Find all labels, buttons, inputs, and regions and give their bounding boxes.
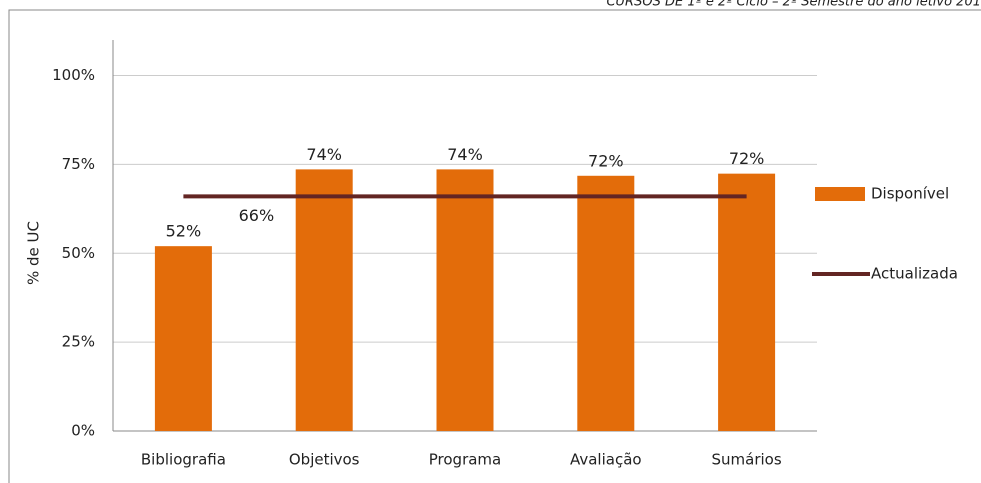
legend-label: Actualizada: [871, 265, 958, 283]
bar: [154, 246, 212, 431]
x-tick-label: Avaliação: [570, 451, 642, 469]
legend-swatch: [815, 187, 865, 201]
bar: [436, 169, 494, 432]
frame: [8, 9, 981, 483]
header-title: CURSOS DE 1º e 2º Ciclo – 2º Semestre do…: [606, 0, 981, 10]
bar: [577, 175, 635, 431]
data-label: 66%: [239, 206, 275, 225]
data-label: 74%: [447, 145, 483, 164]
legend-label: Disponível: [871, 185, 949, 203]
data-label: 72%: [588, 151, 624, 170]
y-tick-label: 0%: [71, 422, 95, 440]
x-tick-label: Sumários: [712, 451, 782, 469]
x-tick-label: Bibliografia: [141, 451, 226, 469]
y-axis-label: % de UC: [25, 221, 43, 285]
y-tick-label: 50%: [62, 244, 95, 262]
bar: [718, 173, 776, 431]
data-label: 72%: [729, 149, 765, 168]
data-label: 52%: [166, 222, 202, 241]
x-tick-label: Objetivos: [289, 451, 360, 469]
y-tick-label: 100%: [52, 66, 95, 84]
y-tick-label: 25%: [62, 333, 95, 351]
y-tick-label: 75%: [62, 155, 95, 173]
data-label: 74%: [306, 145, 342, 164]
x-tick-label: Programa: [429, 451, 501, 469]
bar: [295, 169, 353, 432]
